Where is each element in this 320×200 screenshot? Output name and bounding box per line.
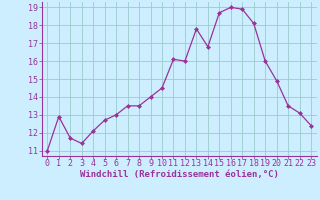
X-axis label: Windchill (Refroidissement éolien,°C): Windchill (Refroidissement éolien,°C) [80, 170, 279, 179]
